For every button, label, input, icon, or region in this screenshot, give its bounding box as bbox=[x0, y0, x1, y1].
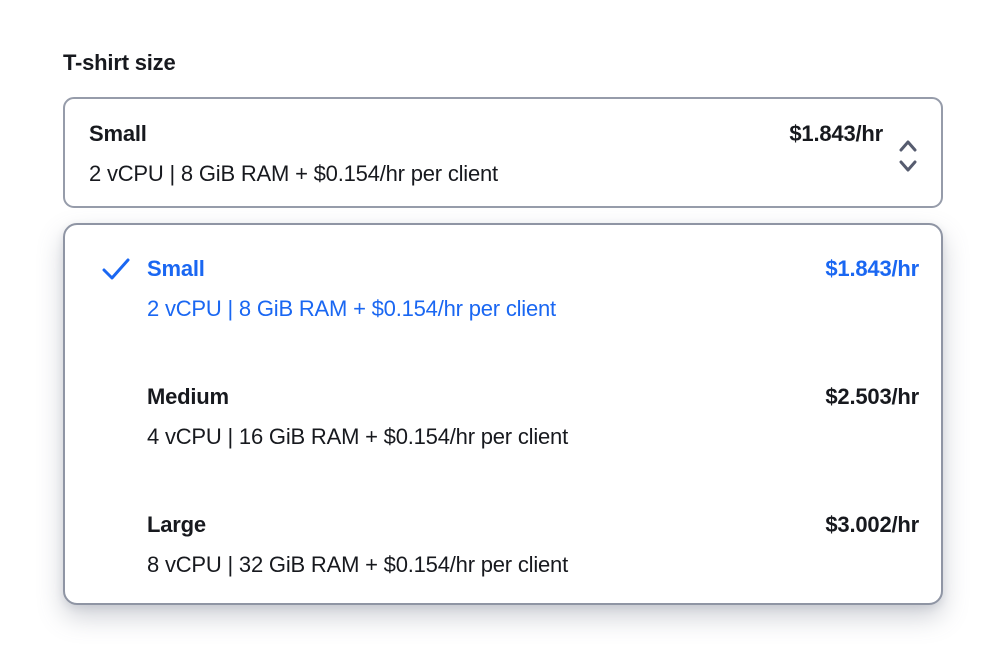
tshirt-size-field: T-shirt size Small 2 vCPU | 8 GiB RAM + … bbox=[63, 50, 943, 605]
option-title: Medium bbox=[147, 384, 229, 409]
option-medium[interactable]: Medium 4 vCPU | 16 GiB RAM + $0.154/hr p… bbox=[101, 377, 919, 457]
check-icon bbox=[101, 249, 147, 288]
field-label: T-shirt size bbox=[63, 50, 176, 75]
chevron-up-down-icon bbox=[899, 140, 917, 172]
option-content: Large 8 vCPU | 32 GiB RAM + $0.154/hr pe… bbox=[147, 505, 825, 585]
select-right-group: $1.843/hr bbox=[789, 114, 921, 177]
select-value-subtitle: 2 vCPU | 8 GiB RAM + $0.154/hr per clien… bbox=[89, 161, 498, 186]
option-subtitle: 4 vCPU | 16 GiB RAM + $0.154/hr per clie… bbox=[147, 424, 569, 449]
option-subtitle: 2 vCPU | 8 GiB RAM + $0.154/hr per clien… bbox=[147, 296, 556, 321]
option-title: Small bbox=[147, 256, 205, 281]
option-title: Large bbox=[147, 512, 206, 537]
option-large[interactable]: Large 8 vCPU | 32 GiB RAM + $0.154/hr pe… bbox=[101, 505, 919, 585]
select-value-price: $1.843/hr bbox=[789, 121, 883, 146]
check-spacer bbox=[101, 505, 147, 513]
option-price: $3.002/hr bbox=[825, 512, 919, 537]
option-content: Small 2 vCPU | 8 GiB RAM + $0.154/hr per… bbox=[147, 249, 825, 329]
option-price: $1.843/hr bbox=[825, 256, 919, 281]
option-price: $2.503/hr bbox=[825, 384, 919, 409]
tshirt-size-dropdown: Small 2 vCPU | 8 GiB RAM + $0.154/hr per… bbox=[63, 223, 943, 605]
tshirt-size-select[interactable]: Small 2 vCPU | 8 GiB RAM + $0.154/hr per… bbox=[63, 97, 943, 208]
option-content: Medium 4 vCPU | 16 GiB RAM + $0.154/hr p… bbox=[147, 377, 825, 457]
select-value-title: Small bbox=[89, 121, 147, 146]
option-subtitle: 8 vCPU | 32 GiB RAM + $0.154/hr per clie… bbox=[147, 552, 569, 577]
select-value: Small 2 vCPU | 8 GiB RAM + $0.154/hr per… bbox=[89, 114, 789, 194]
check-spacer bbox=[101, 377, 147, 385]
option-small[interactable]: Small 2 vCPU | 8 GiB RAM + $0.154/hr per… bbox=[101, 249, 919, 329]
